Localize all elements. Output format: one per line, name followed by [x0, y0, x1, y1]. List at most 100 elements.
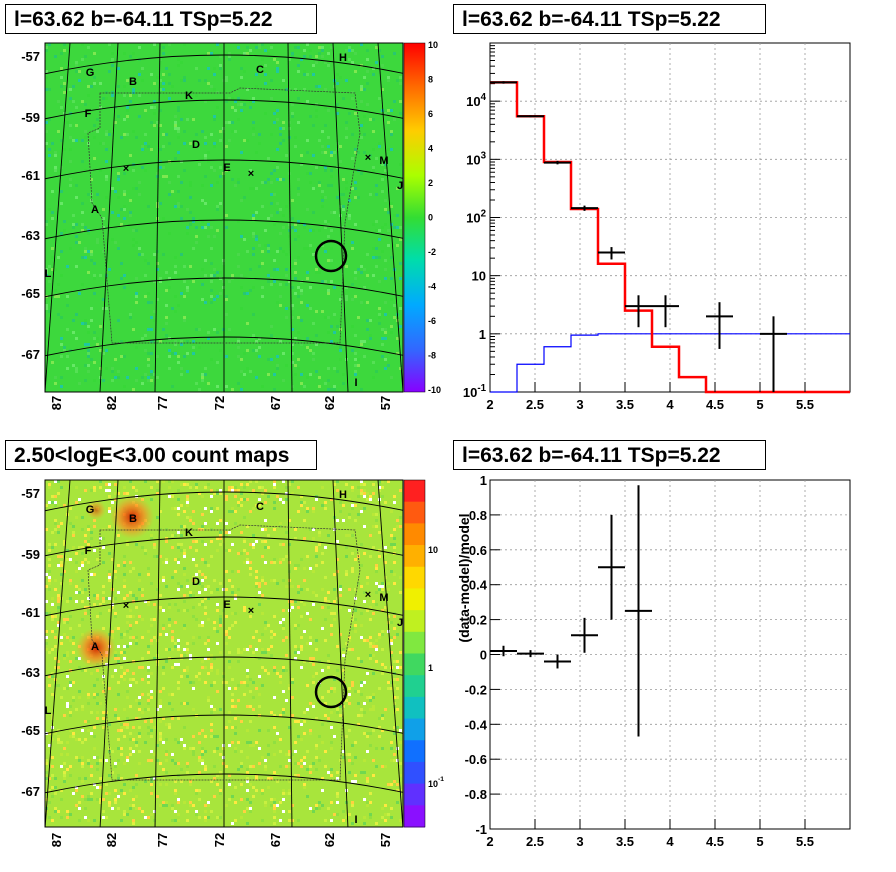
- map-pixel: [246, 672, 249, 675]
- map-pixel: [327, 534, 330, 537]
- map-pixel: [348, 753, 351, 756]
- map-pixel: [129, 747, 132, 750]
- map-pixel: [276, 211, 279, 214]
- map-pixel: [363, 798, 366, 801]
- map-pixel: [330, 819, 333, 822]
- map-pixel: [120, 777, 123, 780]
- map-pixel: [90, 774, 93, 777]
- map-pixel: [150, 720, 153, 723]
- map-pixel: [126, 645, 129, 648]
- map-pixel: [195, 549, 198, 552]
- map-pixel: [102, 208, 105, 211]
- map-pixel: [63, 654, 66, 657]
- y-tick-label: 0.8: [469, 508, 487, 523]
- map-pixel: [315, 744, 318, 747]
- map-pixel: [303, 720, 306, 723]
- map-pixel: [381, 747, 384, 750]
- map-pixel: [369, 606, 372, 609]
- map-pixel: [156, 690, 159, 693]
- map-pixel: [165, 540, 168, 543]
- map-pixel: [114, 708, 117, 711]
- map-pixel: [270, 358, 273, 361]
- candidate-source-circle: [314, 239, 348, 273]
- map-pixel: [219, 789, 222, 792]
- map-pixel: [126, 594, 129, 597]
- map-pixel: [321, 486, 324, 489]
- map-pixel: [138, 750, 141, 753]
- map-pixel: [273, 112, 276, 115]
- map-pixel: [90, 537, 93, 540]
- map-pixel: [177, 648, 180, 651]
- map-pixel: [96, 762, 99, 765]
- map-pixel: [69, 558, 72, 561]
- map-pixel: [150, 370, 153, 373]
- map-pixel: [282, 711, 285, 714]
- map-pixel: [399, 82, 402, 85]
- map-pixel: [348, 214, 351, 217]
- map-pixel: [375, 639, 378, 642]
- map-pixel: [54, 588, 57, 591]
- map-pixel: [345, 573, 348, 576]
- map-pixel: [249, 765, 252, 768]
- map-pixel: [75, 516, 78, 519]
- map-pixel: [261, 540, 264, 543]
- map-pixel: [174, 603, 177, 606]
- map-pixel: [300, 495, 303, 498]
- map-pixel: [279, 247, 282, 250]
- map-pixel: [51, 501, 54, 504]
- map-pixel: [159, 280, 162, 283]
- longitude-line: [45, 43, 71, 392]
- map-pixel: [330, 726, 333, 729]
- map-pixel: [66, 654, 69, 657]
- map-pixel: [153, 618, 156, 621]
- map-pixel: [78, 801, 81, 804]
- map-pixel: [123, 708, 126, 711]
- map-pixel: [66, 304, 69, 307]
- map-pixel: [177, 681, 180, 684]
- map-pixel: [246, 561, 249, 564]
- map-pixel: [72, 364, 75, 367]
- map-pixel: [222, 744, 225, 747]
- map-pixel: [210, 358, 213, 361]
- map-pixel: [336, 795, 339, 798]
- map-pixel: [60, 274, 63, 277]
- map-pixel: [174, 157, 177, 160]
- map-pixel: [135, 229, 138, 232]
- map-pixel: [228, 549, 231, 552]
- map-pixel: [291, 352, 294, 355]
- map-pixel: [150, 624, 153, 627]
- map-pixel: [75, 70, 78, 73]
- map-pixel: [126, 696, 129, 699]
- map-pixel: [192, 558, 195, 561]
- map-pixel: [393, 543, 396, 546]
- map-pixel: [267, 753, 270, 756]
- map-pixel: [291, 603, 294, 606]
- map-pixel: [177, 531, 180, 534]
- map-pixel: [177, 813, 180, 816]
- map-pixel: [123, 193, 126, 196]
- map-pixel: [315, 546, 318, 549]
- map-pixel: [57, 555, 60, 558]
- map-pixel: [312, 507, 315, 510]
- map-pixel: [291, 265, 294, 268]
- map-pixel: [297, 564, 300, 567]
- map-pixel: [231, 388, 234, 391]
- map-pixel: [258, 705, 261, 708]
- map-pixel: [48, 148, 51, 151]
- map-pixel: [111, 367, 114, 370]
- map-pixel: [294, 337, 297, 340]
- map-pixel: [81, 43, 84, 46]
- map-pixel: [165, 334, 168, 337]
- map-pixel: [66, 810, 69, 813]
- map-pixel: [135, 783, 138, 786]
- map-y-tick: -61: [21, 605, 40, 620]
- map-pixel: [345, 187, 348, 190]
- map-pixel: [219, 615, 222, 618]
- map-pixel: [237, 741, 240, 744]
- map-pixel: [180, 343, 183, 346]
- map-pixel: [252, 708, 255, 711]
- map-pixel: [72, 214, 75, 217]
- map-pixel: [105, 130, 108, 133]
- map-pixel: [318, 735, 321, 738]
- map-pixel: [240, 750, 243, 753]
